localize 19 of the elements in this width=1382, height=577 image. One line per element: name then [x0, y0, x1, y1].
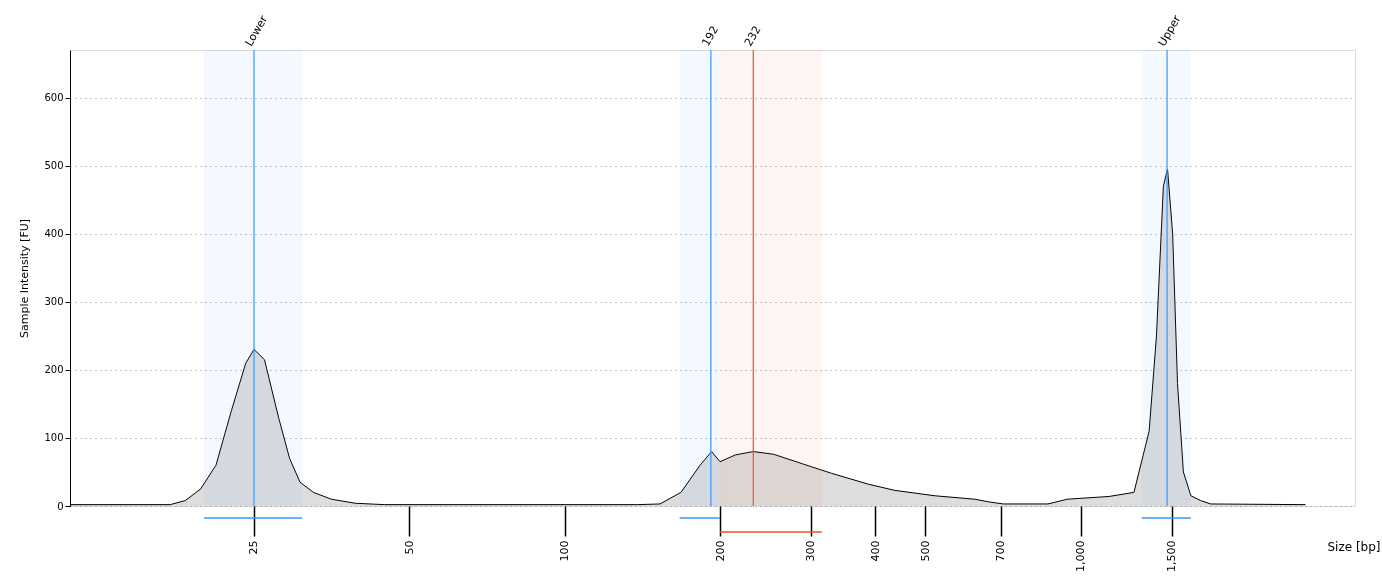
x-tick-label: 200: [713, 540, 727, 562]
y-tick-label: 500: [44, 160, 64, 172]
y-tick-label: 100: [44, 432, 64, 444]
x-tick-label: 50: [402, 540, 416, 555]
x-tick-label: 500: [918, 540, 932, 562]
x-tick-label: 400: [868, 540, 882, 562]
x-tick-label: 100: [558, 540, 572, 562]
y-tick-label: 200: [44, 364, 64, 376]
x-axis-title: Size [bp]: [1327, 539, 1381, 554]
x-tick-label: 1,000: [1074, 540, 1088, 572]
x-tick-label: 25: [247, 540, 261, 555]
y-tick-label: 400: [44, 228, 64, 240]
y-tick-label: 0: [57, 500, 64, 512]
x-tick-label: 700: [994, 540, 1008, 562]
y-tick-label: 300: [44, 296, 64, 308]
y-axis-title: Sample Intensity [FU]: [18, 218, 32, 339]
x-tick-label: 300: [804, 540, 818, 562]
y-tick-label: 600: [44, 92, 64, 104]
x-tick-label: 1,500: [1165, 540, 1179, 572]
